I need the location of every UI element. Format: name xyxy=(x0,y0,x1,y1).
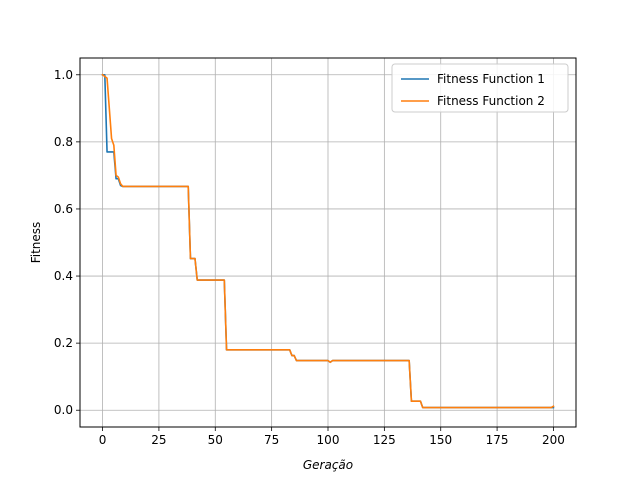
x-tick-label: 175 xyxy=(486,433,509,447)
x-tick-label: 75 xyxy=(264,433,279,447)
x-tick-label: 0 xyxy=(99,433,107,447)
x-tick-label: 50 xyxy=(208,433,223,447)
legend: Fitness Function 1 Fitness Function 2 xyxy=(391,63,569,113)
y-tick-label: 0.0 xyxy=(54,403,73,417)
y-tick-label: 0.8 xyxy=(54,135,73,149)
axis-ticks: 0 25 50 75 100 125 150 175 200 0.0 0.2 0.4 0.6 0.8 1.0 xyxy=(54,68,565,447)
x-axis-label: Geração xyxy=(303,458,353,472)
grid xyxy=(80,58,576,427)
series-line-2 xyxy=(101,73,555,409)
legend-box xyxy=(391,63,569,113)
legend-label-1: Fitness Function 1 xyxy=(437,72,545,86)
x-tick-label: 150 xyxy=(429,433,452,447)
x-tick-label: 25 xyxy=(151,433,166,447)
y-axis-label: Fitness xyxy=(29,222,43,264)
legend-label-2: Fitness Function 2 xyxy=(437,94,545,108)
y-tick-label: 0.4 xyxy=(54,269,73,283)
x-tick-label: 100 xyxy=(317,433,340,447)
x-tick-label: 125 xyxy=(373,433,396,447)
y-tick-label: 0.2 xyxy=(54,336,73,350)
x-tick-label: 200 xyxy=(542,433,565,447)
y-tick-label: 1.0 xyxy=(54,68,73,82)
series-lines xyxy=(101,73,555,409)
y-tick-label: 0.6 xyxy=(54,202,73,216)
